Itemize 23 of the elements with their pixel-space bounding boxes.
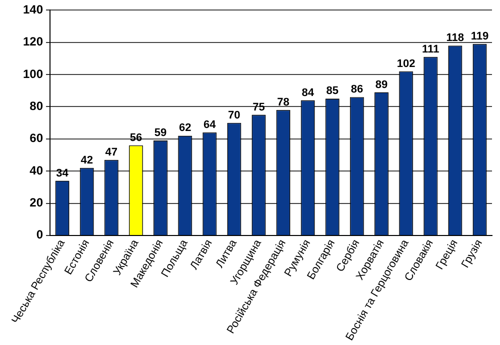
data-label: 85 [326,85,339,98]
data-label: 47 [105,146,118,158]
data-label: 119 [470,30,489,43]
data-label: 89 [375,78,388,91]
y-tick-label: 80 [30,99,44,114]
y-tick-label: 140 [22,2,44,17]
data-label: 78 [277,96,290,108]
data-label: 59 [154,127,167,140]
y-tick-label: 120 [22,34,44,49]
data-label: 84 [302,86,315,99]
data-label: 118 [446,32,464,44]
data-label: 62 [178,122,192,134]
data-label: 111 [422,43,440,56]
data-label: 86 [350,84,364,96]
y-tick-label: 40 [30,163,44,178]
data-label: 70 [228,109,240,122]
y-tick-label: 60 [30,131,44,146]
data-label: 64 [204,119,217,131]
data-label: 102 [396,58,416,70]
data-label: 42 [80,154,93,166]
y-tick-label: 20 [30,196,44,210]
y-tick-label: 0 [36,228,44,242]
y-tick-label: 100 [22,66,44,81]
